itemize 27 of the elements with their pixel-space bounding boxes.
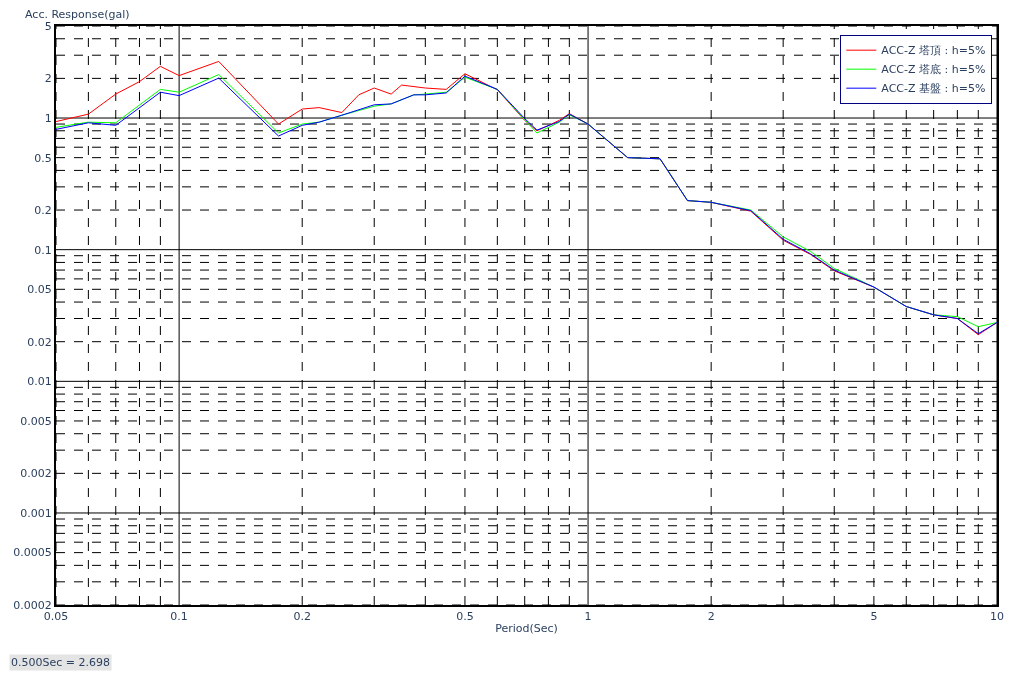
y-tick-label: 0.05 <box>27 283 52 297</box>
y-tick-label: 0.0002 <box>13 598 52 612</box>
y-tick-label: 0.0005 <box>13 546 52 560</box>
y-tick-label: 5 <box>44 19 52 33</box>
x-tick-label: 0.5 <box>456 610 474 624</box>
legend-label: ACC-Z 塔頂 : h=5% <box>881 44 986 58</box>
x-tick-label: 0.2 <box>293 610 311 624</box>
x-tick-label: 1 <box>584 610 592 624</box>
y-tick-label: 2 <box>44 72 52 86</box>
y-tick-label: 0.02 <box>27 335 52 349</box>
legend-label: ACC-Z 基盤 : h=5% <box>881 82 986 96</box>
y-tick-label: 0.1 <box>34 243 52 257</box>
y-tick-label: 0.005 <box>20 414 52 428</box>
text: 0.500Sec = 2.698 <box>11 656 110 669</box>
y-tick-label: 0.5 <box>34 151 52 165</box>
y-tick-label: 1 <box>44 111 52 125</box>
x-tick-label: 10 <box>990 610 1004 624</box>
y-axis-title: Acc. Response(gal) <box>25 8 130 21</box>
x-tick-label: 5 <box>870 610 878 624</box>
y-tick-label: 0.001 <box>20 506 52 520</box>
x-tick-label: 0.1 <box>170 610 188 624</box>
y-tick-label: 0.01 <box>27 375 52 389</box>
y-tick-label: 0.002 <box>20 467 52 481</box>
legend-label: ACC-Z 塔底 : h=5% <box>881 63 986 77</box>
x-tick-label: 2 <box>707 610 715 624</box>
y-tick-label: 0.2 <box>34 203 52 217</box>
x-axis-title: Period(Sec) <box>495 621 558 635</box>
